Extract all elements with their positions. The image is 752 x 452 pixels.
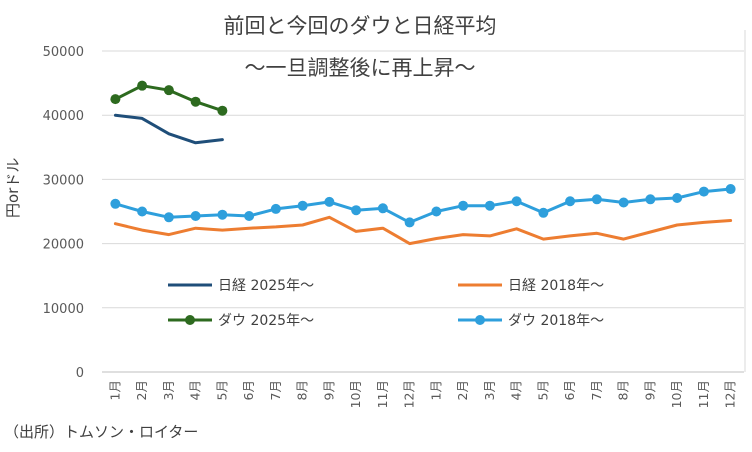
series-line: [113, 187, 733, 224]
series-4: [110, 184, 736, 228]
x-tick-label: 4月: [188, 380, 203, 400]
legend-marker: [475, 315, 485, 325]
data-point: [163, 85, 174, 96]
y-tick-label: 40000: [43, 109, 84, 124]
x-tick-label: 3月: [482, 380, 497, 400]
x-tick-label: 8月: [295, 380, 310, 400]
x-tick-label: 8月: [616, 380, 631, 400]
x-tick-label: 10月: [669, 380, 684, 408]
x-tick-label: 11月: [375, 380, 390, 408]
data-point: [591, 194, 602, 205]
series-3: [110, 80, 228, 116]
x-tick-label: 7月: [268, 380, 283, 400]
series-2: [113, 215, 733, 246]
series-lines: [110, 80, 736, 246]
data-point: [190, 96, 201, 107]
x-tick-label: 9月: [642, 380, 657, 400]
data-point: [565, 196, 576, 207]
x-tick-label: 5月: [535, 380, 550, 400]
chart-title: 前回と今回のダウと日経平均: [223, 14, 497, 38]
data-point: [618, 197, 629, 208]
data-point: [645, 194, 656, 205]
data-point: [698, 186, 709, 197]
data-point: [110, 198, 121, 209]
legend-label: 日経 2018年～: [508, 278, 604, 294]
data-point: [404, 217, 415, 228]
series-1: [113, 113, 224, 145]
data-point: [270, 203, 281, 214]
y-tick-label: 10000: [43, 302, 84, 317]
source-note: （出所）トムソン・ロイター: [4, 423, 199, 441]
data-point: [725, 184, 736, 195]
legend-entry: 日経 2025年～: [168, 278, 314, 294]
x-tick-label: 1月: [107, 380, 122, 400]
data-point: [297, 200, 308, 211]
data-point: [377, 203, 388, 214]
x-tick-label: 6月: [562, 380, 577, 400]
data-point: [538, 207, 549, 218]
y-axis-ticks: 0 10000 20000 30000 40000 50000: [43, 45, 84, 381]
y-tick-label: 0: [76, 366, 84, 381]
data-point: [324, 196, 335, 207]
data-point: [458, 200, 469, 211]
data-point: [217, 209, 228, 220]
data-point: [672, 193, 683, 204]
data-point: [137, 80, 148, 91]
x-tick-label: 6月: [241, 380, 256, 400]
x-tick-label: 11月: [696, 380, 711, 408]
x-tick-label: 7月: [589, 380, 604, 400]
series-line: [113, 215, 733, 246]
legend-label: ダウ 2025年～: [218, 313, 314, 329]
legend: 日経 2025年～ 日経 2018年～ ダウ 2025年～ ダウ 2018年～: [168, 278, 604, 329]
legend-label: 日経 2025年～: [218, 278, 314, 294]
y-tick-label: 50000: [43, 45, 84, 60]
legend-marker: [185, 315, 195, 325]
legend-label: ダウ 2018年～: [508, 313, 604, 329]
data-point: [431, 206, 442, 217]
x-tick-label: 4月: [509, 380, 524, 400]
y-tick-label: 20000: [43, 238, 84, 253]
y-tick-label: 30000: [43, 173, 84, 188]
x-tick-label: 3月: [161, 380, 176, 400]
gridlines: [102, 50, 744, 373]
x-tick-label: 10月: [348, 380, 363, 408]
data-point: [137, 206, 148, 217]
x-tick-label: 12月: [723, 380, 738, 408]
legend-entry: ダウ 2018年～: [458, 313, 604, 329]
x-tick-label: 5月: [214, 380, 229, 400]
data-point: [244, 210, 255, 221]
x-tick-label: 2月: [134, 380, 149, 400]
legend-entry: 日経 2018年～: [458, 278, 604, 294]
data-point: [163, 212, 174, 223]
x-tick-label: 9月: [321, 380, 336, 400]
legend-entry: ダウ 2025年～: [168, 313, 314, 329]
x-axis-ticks: 1月 2月 3月 4月 5月 6月 7月 8月 9月 10月 11月 12月 1月 2月 3月 4月 5月 6月 7…: [107, 380, 737, 408]
data-point: [217, 105, 228, 116]
data-point: [190, 210, 201, 221]
x-tick-label: 1月: [428, 380, 443, 400]
chart-subtitle: ～一旦調整後に再上昇～: [244, 56, 476, 80]
x-tick-label: 2月: [455, 380, 470, 400]
data-point: [110, 94, 121, 105]
data-point: [351, 205, 362, 216]
data-point: [484, 200, 495, 211]
data-point: [511, 196, 522, 207]
series-line: [113, 113, 224, 145]
x-tick-label: 12月: [402, 380, 417, 408]
